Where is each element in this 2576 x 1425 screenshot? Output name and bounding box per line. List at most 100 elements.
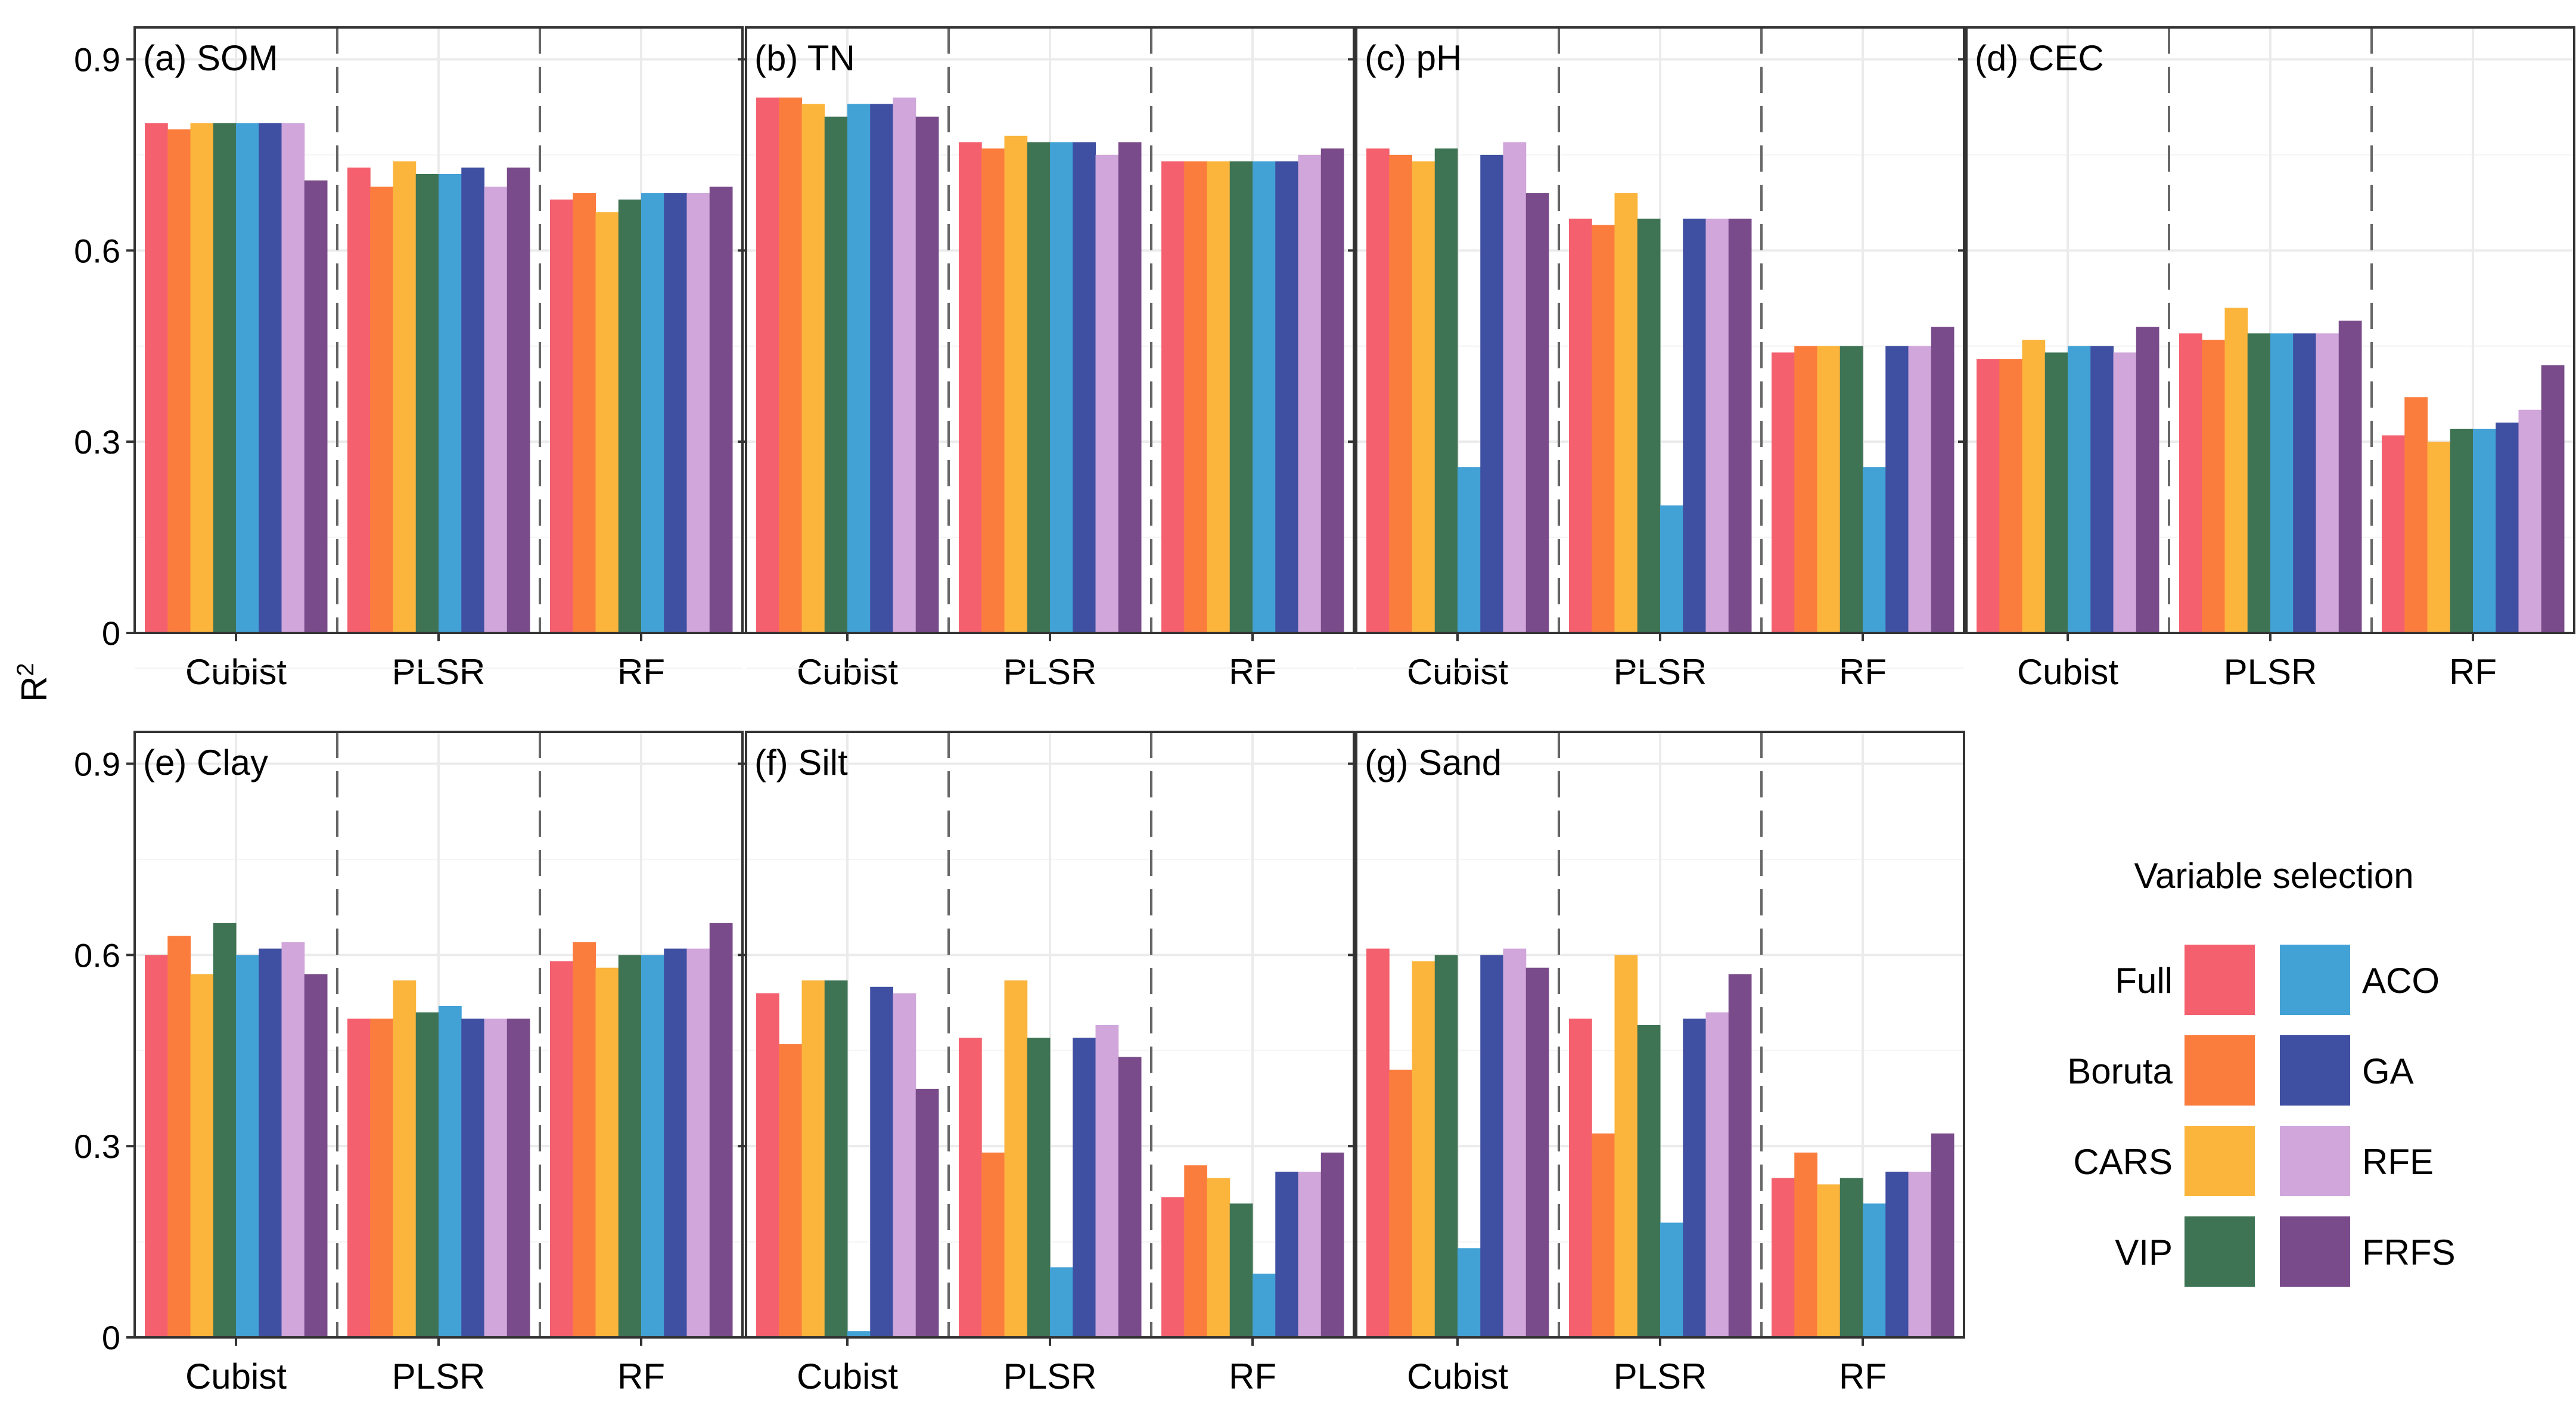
bar-6-plsr-cars [1004,980,1028,1337]
bar-5-cubist-aco [236,955,259,1337]
bar-2-plsr-vip [1027,142,1051,634]
x-tick-label: Cubist [797,1356,898,1396]
bar-4-rf-ga [2496,423,2519,633]
bar-5-plsr-rfe [484,1019,508,1337]
bar-1-plsr-frfs [507,167,530,634]
bar-6-plsr-boruta [981,1152,1005,1337]
bar-4-plsr-frfs [2338,320,2362,633]
bar-4-cubist-ga [2090,346,2114,633]
x-tick-label: PLSR [1614,1356,1707,1396]
bar-5-rf-frfs [709,923,733,1337]
bar-3-rf-aco [1863,467,1886,633]
bar-1-cubist-aco [236,123,259,634]
x-tick-label: PLSR [392,1356,486,1396]
bar-6-rf-boruta [1184,1165,1207,1337]
bar-4-plsr-vip [2247,333,2271,633]
panel-7: Cubist PLSR RF (g) Sand [1348,668,1965,1396]
bar-1-rf-cars [595,212,619,634]
bar-1-plsr-aco [439,173,462,633]
panel-6: Cubist PLSR RF (f) Silt [738,668,1355,1396]
bar-3-plsr-rfe [1705,218,1729,633]
bar-2-plsr-full [959,142,982,634]
bar-5-plsr-aco [439,1005,462,1337]
bar-3-cubist-frfs [1525,193,1549,633]
legend-swatch-aco [2280,945,2350,1015]
bar-3-plsr-frfs [1728,218,1752,633]
bar-3-plsr-ga [1683,218,1706,633]
bar-4-cubist-vip [2044,352,2068,633]
x-tick-label: RF [617,1356,665,1396]
bar-3-plsr-aco [1660,505,1683,633]
bar-2-rf-vip [1229,161,1253,633]
bar-1-cubist-full [145,123,168,634]
bar-4-plsr-cars [2224,308,2248,633]
bar-6-plsr-rfe [1095,1024,1119,1337]
bar-7-plsr-vip [1637,1024,1661,1337]
bar-2-rf-aco [1253,161,1276,633]
bar-5-rf-full [550,961,573,1337]
bar-4-plsr-ga [2293,333,2316,633]
bar-2-rf-ga [1275,161,1298,633]
bar-6-rf-full [1161,1197,1185,1337]
y-tick-label: 0.6 [74,232,120,269]
bar-3-cubist-vip [1434,148,1458,633]
x-tick-label: PLSR [1003,652,1097,692]
bar-1-rf-aco [641,193,664,633]
x-tick-label: RF [1839,1356,1887,1396]
bar-7-plsr-aco [1660,1222,1683,1337]
bar-5-rf-cars [595,967,619,1337]
legend-label-vip: VIP [2115,1232,2173,1272]
bar-7-rf-boruta [1794,1152,1817,1337]
y-tick-label: 0.9 [74,41,120,78]
bar-2-rf-frfs [1320,148,1344,633]
bar-4-cubist-frfs [2136,327,2159,633]
bar-2-cubist-aco [847,104,871,633]
bar-6-rf-frfs [1320,1152,1344,1337]
legend-title: Variable selection [2134,856,2413,896]
bar-6-plsr-ga [1073,1038,1096,1337]
bar-5-cubist-frfs [304,974,328,1337]
bar-1-plsr-ga [461,167,484,634]
bar-2-rf-cars [1207,161,1230,633]
panel-title: (g) Sand [1365,743,1502,783]
bar-6-rf-cars [1207,1178,1230,1337]
bar-3-rf-full [1772,352,1795,633]
x-tick-label: Cubist [1407,652,1508,692]
bar-1-cubist-boruta [167,129,191,633]
bar-1-rf-boruta [573,193,596,633]
bar-7-cubist-frfs [1525,967,1549,1337]
legend-label-frfs: FRFS [2362,1232,2456,1272]
bar-5-plsr-full [347,1019,371,1337]
bar-5-rf-vip [618,955,642,1337]
bar-3-cubist-boruta [1389,154,1412,633]
bar-7-cubist-cars [1412,961,1435,1337]
y-tick-label: 0.9 [74,745,120,783]
y-axis-label: R2 [13,663,54,702]
y-tick-label: 0.6 [74,936,120,974]
bar-4-plsr-full [2179,333,2202,633]
bar-5-rf-boruta [573,942,596,1337]
legend-swatch-frfs [2280,1216,2350,1287]
legend-swatch-boruta [2185,1035,2255,1106]
bar-5-cubist-ga [259,948,282,1337]
bar-3-cubist-rfe [1503,142,1527,634]
bar-1-plsr-cars [393,161,417,633]
x-tick-label: Cubist [1407,1356,1508,1396]
bar-7-cubist-aco [1458,1248,1481,1337]
bar-3-plsr-vip [1637,218,1661,633]
bar-7-rf-rfe [1908,1171,1932,1337]
bar-1-cubist-frfs [304,180,328,633]
bar-4-rf-full [2382,435,2405,633]
panel-title: (b) TN [754,38,855,78]
bar-4-cubist-rfe [2113,352,2137,633]
bar-2-cubist-vip [824,116,848,633]
bar-4-rf-rfe [2518,409,2542,633]
bar-7-rf-cars [1817,1184,1841,1337]
bar-7-rf-aco [1863,1203,1886,1337]
bar-1-cubist-cars [190,123,214,634]
bar-3-rf-rfe [1908,346,1932,633]
bar-5-cubist-full [145,955,168,1337]
x-tick-label: PLSR [1003,1356,1097,1396]
bar-6-cubist-boruta [779,1044,802,1337]
bar-3-rf-cars [1817,346,1841,633]
